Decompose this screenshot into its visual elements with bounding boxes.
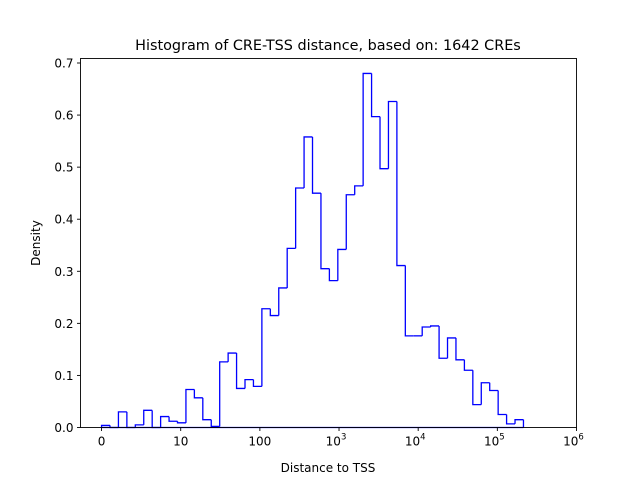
histogram-bin — [514, 419, 524, 424]
y-tick-label: 0.2 — [54, 317, 73, 331]
x-tick-label: 105 — [484, 433, 505, 449]
histogram-bin — [151, 410, 161, 429]
histogram-bin — [497, 390, 507, 416]
histogram-bin — [227, 352, 237, 362]
histogram-bin — [362, 72, 372, 186]
histogram-bin — [210, 419, 220, 428]
histogram-bin — [379, 116, 389, 170]
x-tick-label: 0 — [98, 435, 106, 449]
x-tick-base: 10 — [484, 435, 499, 449]
x-tick-label: 106 — [563, 433, 584, 449]
histogram-bins — [100, 72, 525, 429]
x-axis-label: Distance to TSS — [281, 461, 376, 475]
y-tick-label: 0.1 — [54, 369, 73, 383]
histogram-bin — [320, 193, 330, 270]
x-tick-base: 0 — [98, 435, 106, 449]
x-tick-base: 10 — [326, 435, 341, 449]
x-tick-exponent: 3 — [341, 433, 346, 443]
chart-title: Histogram of CRE-TSS distance, based on:… — [135, 38, 521, 54]
histogram-bin — [396, 101, 406, 267]
histogram-bin — [387, 100, 397, 169]
x-tick-base: 10 — [563, 435, 578, 449]
x-tick-base: 10 — [405, 435, 420, 449]
y-axis-ticks: 0.0 0.1 0.2 0.3 0.4 0.5 0.6 0.7 — [54, 57, 81, 435]
y-axis-label: Density — [29, 220, 43, 266]
histogram-bin — [219, 361, 229, 427]
x-tick-label: 10 — [173, 435, 188, 449]
histogram-bin — [303, 136, 313, 188]
histogram-bin — [193, 389, 203, 399]
histogram-bin — [176, 421, 186, 424]
histogram-bin — [126, 411, 136, 429]
x-tick-exponent: 6 — [578, 433, 583, 443]
histogram-bin — [328, 268, 338, 282]
histogram-bin — [455, 337, 465, 361]
histogram-bin — [505, 414, 516, 425]
histogram-bin — [202, 397, 212, 421]
y-tick-label: 0.3 — [54, 265, 73, 279]
histogram-bin — [235, 353, 246, 390]
histogram-bin — [168, 416, 178, 422]
x-tick-base: 100 — [248, 435, 271, 449]
x-tick-exponent: 4 — [420, 433, 425, 443]
histogram-bin — [286, 247, 296, 288]
histogram-bin — [463, 359, 473, 371]
histogram-bin — [337, 248, 347, 281]
histogram-bin — [100, 424, 110, 428]
histogram-bin — [269, 308, 279, 317]
histogram-bin — [472, 370, 482, 406]
histogram-bin — [185, 388, 195, 423]
y-tick-label: 0.6 — [54, 109, 73, 123]
histogram-bin — [278, 287, 288, 316]
histogram-bin — [446, 337, 456, 359]
histogram-bin — [252, 379, 262, 388]
x-tick-label: 103 — [326, 433, 347, 449]
y-tick-label: 0.5 — [54, 161, 73, 175]
axes-frame — [80, 58, 577, 428]
x-tick-exponent: 5 — [499, 433, 504, 443]
histogram-bin — [134, 424, 144, 428]
histogram-bin — [159, 415, 170, 428]
histogram-bin — [261, 308, 271, 387]
x-tick-base: 10 — [173, 435, 188, 449]
x-tick-label: 100 — [248, 435, 271, 449]
histogram-bin — [370, 73, 381, 118]
histogram-bin — [421, 326, 431, 336]
x-axis-ticks: 0 10 100 103 104 105 106 — [98, 427, 584, 449]
histogram-bin — [143, 409, 153, 425]
histogram-bin — [438, 325, 448, 359]
histogram-bin — [489, 382, 499, 392]
histogram-bin — [117, 411, 127, 428]
histogram-bin — [244, 378, 254, 389]
histogram-bin — [294, 187, 305, 249]
histogram-bin — [404, 265, 414, 337]
histogram-bin — [311, 136, 321, 194]
histogram-bin — [429, 325, 440, 328]
x-tick-label: 104 — [405, 433, 426, 449]
y-tick-label: 0.7 — [54, 57, 73, 71]
y-tick-label: 0.4 — [54, 213, 73, 227]
histogram-bin — [480, 382, 490, 405]
histogram-bin — [345, 194, 355, 250]
histogram-bin — [354, 185, 364, 195]
y-tick-label: 0.0 — [54, 421, 73, 435]
